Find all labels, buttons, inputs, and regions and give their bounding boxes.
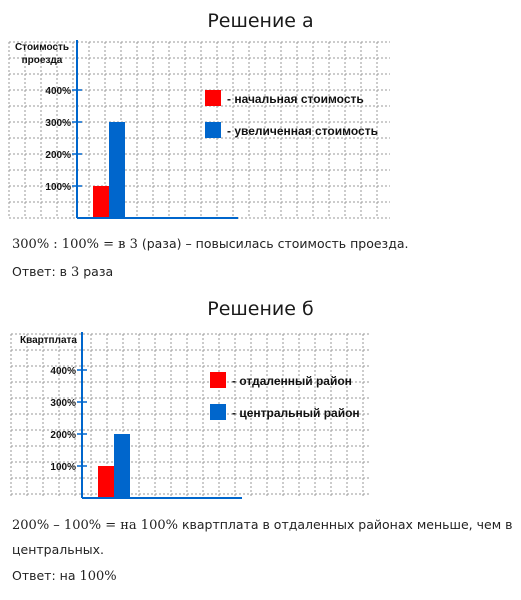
section-b-explanation-line2: центральных. xyxy=(12,542,105,557)
chart-b-y-tick-label: 300% xyxy=(50,398,76,409)
chart-a-y-axis-label: Стоимость xyxy=(15,42,69,53)
chart-b-legend-swatch-2 xyxy=(210,404,226,420)
section-a-answer: Ответ: в 3 раза xyxy=(12,264,113,280)
section-b-answer: Ответ: на 100% xyxy=(12,568,117,584)
chart-a-y-tick-label: 300% xyxy=(45,118,71,129)
chart-a: Стоимость проезда 100% 200% 300% 400% - началь… xyxy=(8,40,390,219)
chart-a-bar-2 xyxy=(109,122,125,218)
chart-b-legend-label-2: - центральный район xyxy=(232,406,360,420)
section-a-answer-math: 3 xyxy=(70,265,80,280)
chart-a-legend-swatch-2 xyxy=(205,122,221,138)
chart-a-y-tick-label: 200% xyxy=(45,150,71,161)
chart-a-legend-swatch-1 xyxy=(205,90,221,106)
section-b-explanation: 200% – 100% = на 100% квартплата в отдал… xyxy=(12,517,512,533)
section-a-answer-suffix: раза xyxy=(79,264,114,279)
chart-b-legend-swatch-1 xyxy=(210,372,226,388)
chart-b-bar-1 xyxy=(98,466,114,498)
section-b-explanation-text: квартплата в отдаленных районах меньше, … xyxy=(177,517,513,532)
chart-a-y-tick-label: 100% xyxy=(45,182,71,193)
chart-a-legend-label-2: - увеличенная стоимость xyxy=(227,124,378,138)
chart-a-y-tick-label: 400% xyxy=(45,86,71,97)
section-b-answer-math: 100% xyxy=(79,569,117,584)
chart-b-y-tick-label: 100% xyxy=(50,462,76,473)
section-a-title: Решение а xyxy=(207,10,314,32)
chart-b: Квартплата 100% 200% 300% 400% - отдаленный р… xyxy=(10,332,371,499)
chart-b-y-tick-label: 200% xyxy=(50,430,76,441)
chart-b-y-tick-label: 400% xyxy=(50,366,76,377)
section-a-explanation: 300% : 100% = в 3 (раза) – повысилась ст… xyxy=(12,236,408,252)
section-b-math: 200% – 100% = на 100% xyxy=(12,518,178,533)
section-b-title: Решение б xyxy=(207,298,314,320)
section-a-explanation-text: (раза) – повысилась стоимость проезда. xyxy=(137,236,409,251)
chart-b-legend-label-1: - отдаленный район xyxy=(232,374,352,388)
section-a-math: 300% : 100% = в 3 xyxy=(12,237,138,252)
chart-b-y-axis-label: Квартплата xyxy=(20,335,77,346)
chart-b-bar-2 xyxy=(114,434,130,498)
section-b-answer-prefix: Ответ: на xyxy=(12,568,80,583)
chart-a-legend-label-1: - начальная стоимость xyxy=(227,92,364,106)
chart-a-y-axis-label: проезда xyxy=(22,55,63,66)
chart-a-bar-1 xyxy=(93,186,109,218)
section-a-answer-prefix: Ответ: в xyxy=(12,264,71,279)
